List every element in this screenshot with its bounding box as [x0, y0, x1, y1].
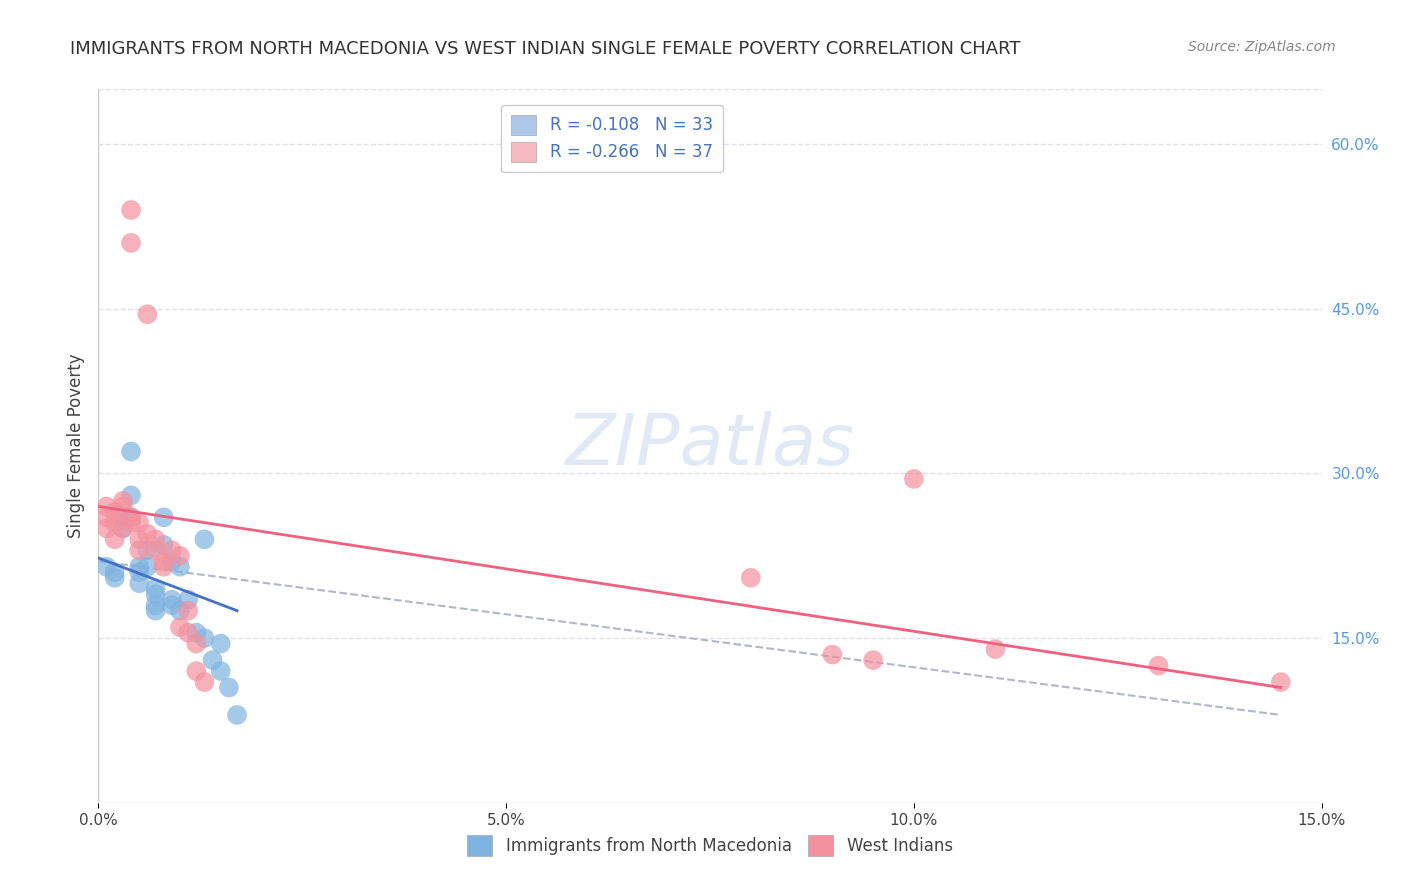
- Point: [136, 543, 159, 558]
- Point: [120, 235, 142, 250]
- Point: [128, 559, 150, 574]
- Point: [96, 500, 118, 514]
- Point: [120, 510, 142, 524]
- Point: [111, 521, 134, 535]
- Point: [862, 653, 884, 667]
- Point: [145, 587, 167, 601]
- Point: [111, 500, 134, 514]
- Point: [169, 604, 191, 618]
- Y-axis label: Single Female Poverty: Single Female Poverty: [66, 354, 84, 538]
- Point: [218, 681, 240, 695]
- Point: [209, 637, 232, 651]
- Point: [145, 533, 167, 547]
- Point: [740, 571, 762, 585]
- Point: [186, 637, 208, 651]
- Point: [120, 516, 142, 530]
- Point: [145, 582, 167, 596]
- Point: [193, 675, 215, 690]
- Point: [104, 533, 127, 547]
- Point: [96, 510, 118, 524]
- Legend: Immigrants from North Macedonia, West Indians: Immigrants from North Macedonia, West In…: [457, 825, 963, 866]
- Point: [111, 494, 134, 508]
- Point: [136, 526, 159, 541]
- Point: [128, 543, 150, 558]
- Point: [160, 554, 183, 568]
- Point: [145, 543, 167, 558]
- Point: [177, 604, 200, 618]
- Point: [186, 664, 208, 678]
- Text: ZIPatlas: ZIPatlas: [565, 411, 855, 481]
- Point: [821, 648, 844, 662]
- Point: [128, 576, 150, 591]
- Point: [120, 202, 142, 217]
- Point: [104, 505, 127, 519]
- Point: [104, 566, 127, 580]
- Point: [903, 472, 925, 486]
- Text: IMMIGRANTS FROM NORTH MACEDONIA VS WEST INDIAN SINGLE FEMALE POVERTY CORRELATION: IMMIGRANTS FROM NORTH MACEDONIA VS WEST …: [70, 40, 1021, 58]
- Text: Source: ZipAtlas.com: Source: ZipAtlas.com: [1188, 40, 1336, 54]
- Point: [193, 533, 215, 547]
- Point: [136, 307, 159, 321]
- Point: [152, 554, 174, 568]
- Point: [984, 642, 1007, 657]
- Point: [177, 592, 200, 607]
- Point: [169, 559, 191, 574]
- Point: [145, 598, 167, 612]
- Point: [96, 521, 118, 535]
- Point: [96, 559, 118, 574]
- Point: [1147, 658, 1170, 673]
- Point: [177, 625, 200, 640]
- Point: [160, 598, 183, 612]
- Point: [169, 549, 191, 563]
- Point: [120, 510, 142, 524]
- Point: [169, 620, 191, 634]
- Point: [145, 604, 167, 618]
- Point: [201, 653, 224, 667]
- Point: [152, 559, 174, 574]
- Point: [120, 488, 142, 502]
- Point: [152, 538, 174, 552]
- Point: [209, 664, 232, 678]
- Point: [193, 631, 215, 645]
- Point: [128, 533, 150, 547]
- Point: [160, 543, 183, 558]
- Point: [128, 566, 150, 580]
- Point: [1270, 675, 1292, 690]
- Point: [160, 592, 183, 607]
- Point: [186, 625, 208, 640]
- Point: [104, 571, 127, 585]
- Point: [152, 510, 174, 524]
- Point: [111, 521, 134, 535]
- Point: [128, 516, 150, 530]
- Point: [120, 444, 142, 458]
- Point: [111, 510, 134, 524]
- Point: [104, 516, 127, 530]
- Point: [226, 708, 249, 723]
- Point: [136, 559, 159, 574]
